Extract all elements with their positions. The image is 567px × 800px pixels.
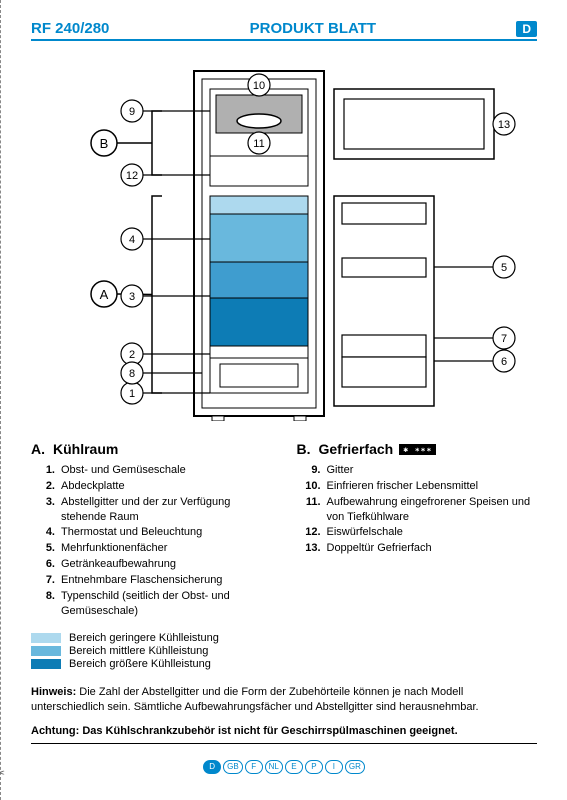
language-badge: D	[516, 21, 537, 37]
lang-pill-i: I	[325, 760, 343, 774]
lang-pill-gb: GB	[223, 760, 243, 774]
section-a-title: Kühlraum	[53, 441, 118, 457]
svg-text:4: 4	[129, 234, 135, 246]
legend-label: Bereich mittlere Kühlleistung	[69, 645, 208, 657]
svg-text:6: 6	[501, 356, 507, 368]
list-item: 11.Aufbewahrung eingefrorener Speisen un…	[297, 495, 538, 525]
list-item: 5.Mehrfunktionenfächer	[31, 541, 272, 556]
lang-pill-gr: GR	[345, 760, 365, 774]
legend-row: Bereich geringere Kühlleistung	[31, 632, 272, 644]
cooling-zone-legend: Bereich geringere KühlleistungBereich mi…	[31, 632, 272, 670]
hint-text: Die Zahl der Abstellgitter und die Form …	[31, 686, 479, 713]
svg-text:5: 5	[501, 262, 507, 274]
legend-row: Bereich größere Kühlleistung	[31, 658, 272, 670]
section-b-title: Gefrierfach	[319, 441, 394, 457]
lang-pill-nl: NL	[265, 760, 283, 774]
freezer-star-badge: ✱ ∗∗∗	[399, 444, 436, 455]
svg-text:11: 11	[253, 138, 264, 150]
legend-swatch	[31, 633, 61, 643]
section-b-list: 9.Gitter10.Einfrieren frischer Lebensmit…	[297, 463, 538, 556]
svg-text:7: 7	[501, 333, 507, 345]
svg-text:10: 10	[253, 80, 265, 92]
section-a: A. Kühlraum 1.Obst- und Gemüseschale2.Ab…	[31, 441, 272, 671]
appliance-diagram: AB12348912101156713	[31, 61, 537, 421]
section-a-letter: A.	[31, 441, 47, 457]
list-item: 8.Typenschild (seitlich der Obst- und Ge…	[31, 589, 272, 619]
svg-text:12: 12	[126, 170, 138, 182]
list-item: 3.Abstellgitter und der zur Verfügung st…	[31, 495, 272, 525]
legend-swatch	[31, 646, 61, 656]
svg-text:13: 13	[498, 119, 510, 131]
list-item: 1.Obst- und Gemüseschale	[31, 463, 272, 478]
lang-pill-p: P	[305, 760, 323, 774]
section-b: B. Gefrierfach ✱ ∗∗∗ 9.Gitter10.Einfrier…	[297, 441, 538, 671]
svg-text:B: B	[100, 136, 109, 151]
svg-text:8: 8	[129, 368, 135, 380]
list-item: 9.Gitter	[297, 463, 538, 478]
warning-note: Achtung: Das Kühlschrankzubehör ist nich…	[31, 725, 537, 744]
legend-label: Bereich größere Kühlleistung	[69, 658, 211, 670]
hint-note: Hinweis: Die Zahl der Abstellgitter und …	[31, 685, 537, 715]
legend-row: Bereich mittlere Kühlleistung	[31, 645, 272, 657]
legend-label: Bereich geringere Kühlleistung	[69, 632, 219, 644]
language-selector-row: DGBFNLEPIGR	[31, 758, 537, 774]
list-item: 7.Entnehmbare Flaschensicherung	[31, 573, 272, 588]
page-title: PRODUKT BLATT	[250, 20, 376, 37]
section-a-list: 1.Obst- und Gemüseschale2.Abdeckplatte3.…	[31, 463, 272, 618]
legend-swatch	[31, 659, 61, 669]
list-item: 6.Getränkeaufbewahrung	[31, 557, 272, 572]
lang-pill-d: D	[203, 760, 221, 774]
list-item: 2.Abdeckplatte	[31, 479, 272, 494]
svg-text:1: 1	[129, 388, 135, 400]
model-number: RF 240/280	[31, 20, 109, 37]
svg-text:2: 2	[129, 349, 135, 361]
list-item: 10.Einfrieren frischer Lebensmittel	[297, 479, 538, 494]
section-b-letter: B.	[297, 441, 313, 457]
list-item: 4.Thermostat und Beleuchtung	[31, 525, 272, 540]
lang-pill-f: F	[245, 760, 263, 774]
list-item: 13.Doppeltür Gefrierfach	[297, 541, 538, 556]
lang-pill-e: E	[285, 760, 303, 774]
page-header: RF 240/280 PRODUKT BLATT D	[31, 20, 537, 41]
svg-text:3: 3	[129, 291, 135, 303]
svg-text:9: 9	[129, 106, 135, 118]
list-item: 12.Eiswürfelschale	[297, 525, 538, 540]
hint-label: Hinweis:	[31, 686, 76, 698]
svg-text:A: A	[100, 287, 109, 302]
scissor-cut-icon: ✂	[0, 766, 5, 780]
